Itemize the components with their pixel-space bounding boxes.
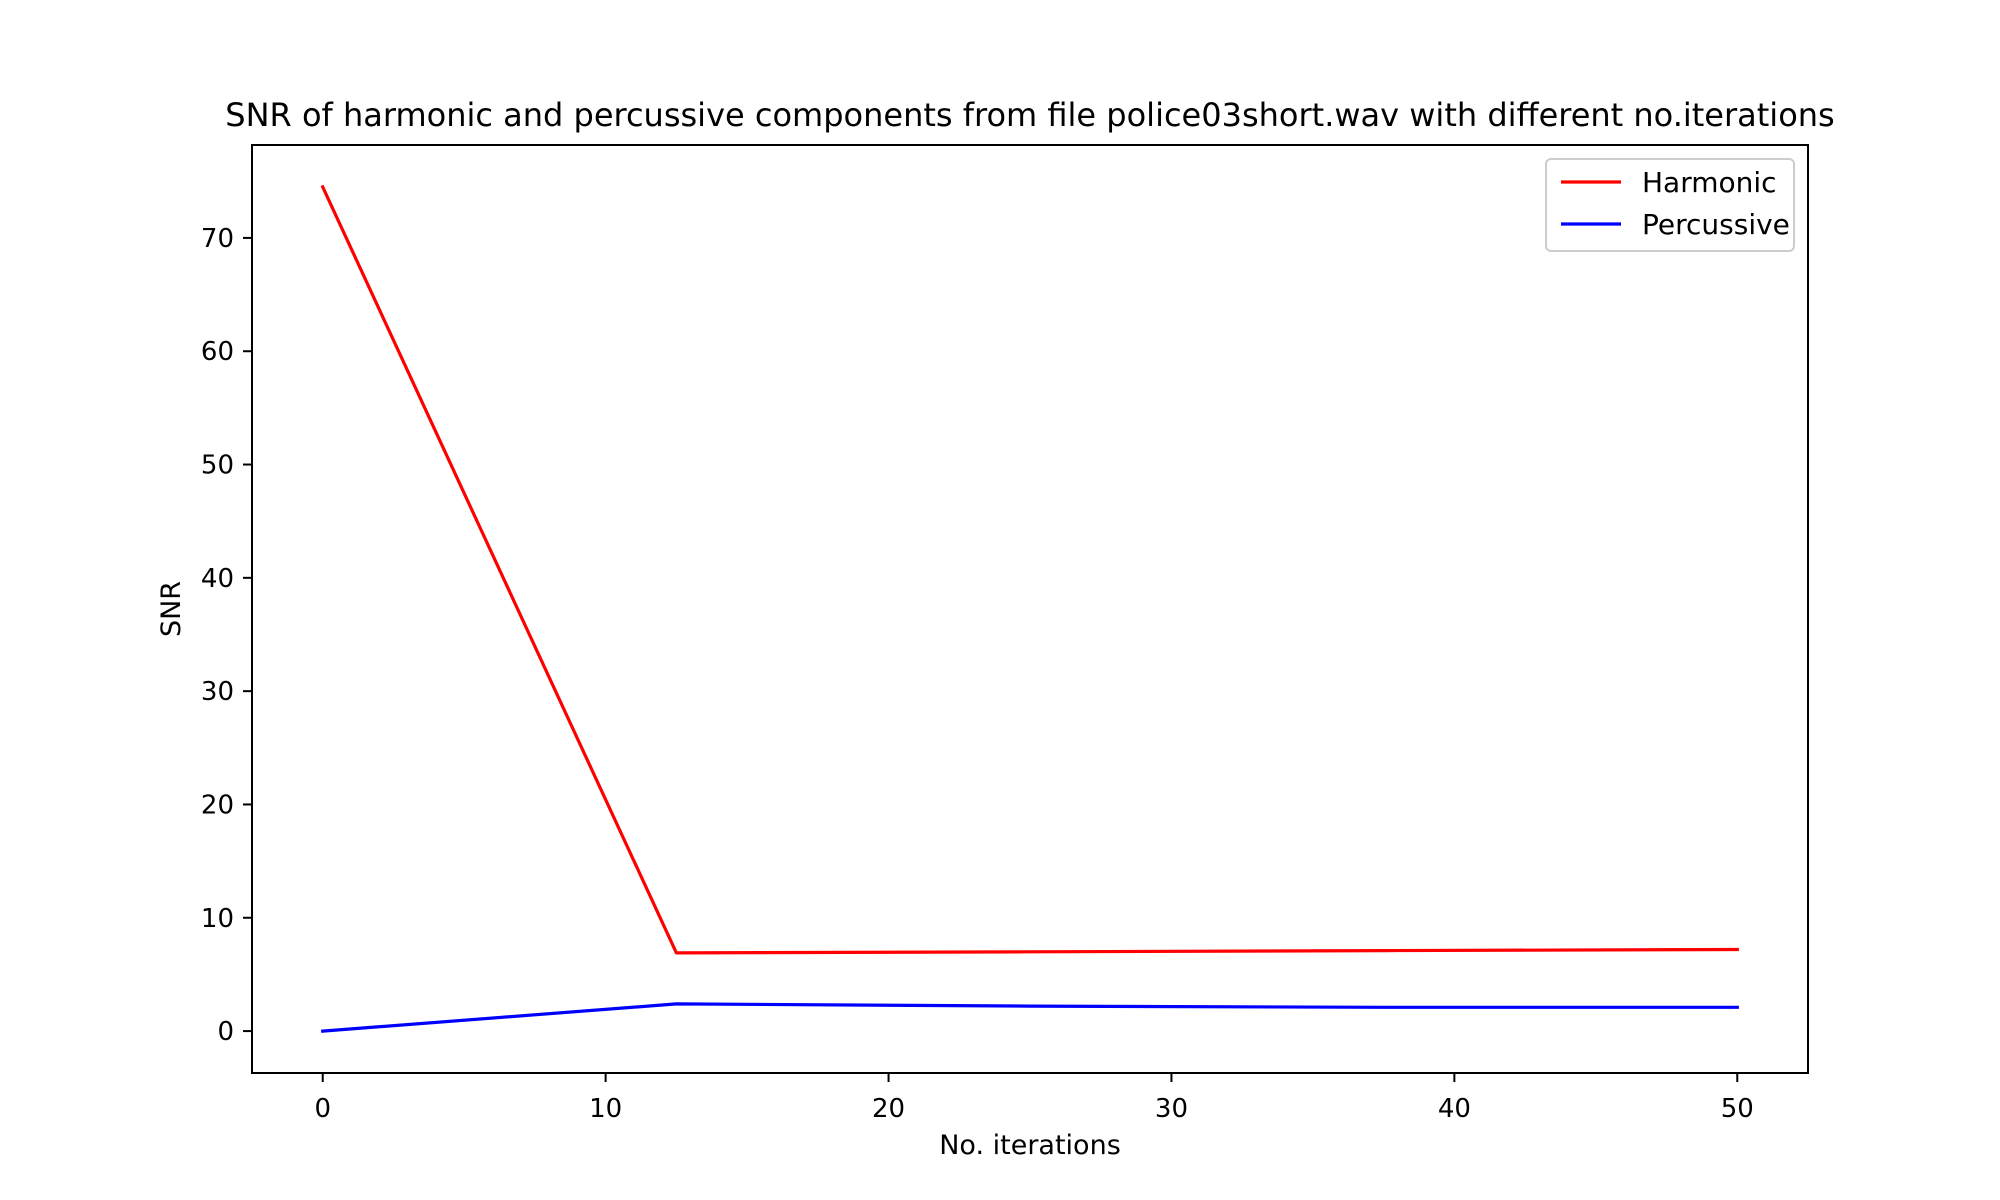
x-axis-label: No. iterations bbox=[939, 1130, 1121, 1161]
series-lines bbox=[320, 184, 1739, 1033]
legend-label-percussive: Percussive bbox=[1642, 208, 1790, 241]
y-axis: 0 10 20 30 40 50 60 70 bbox=[201, 224, 252, 1047]
y-tick-label: 20 bbox=[201, 790, 234, 820]
y-tick-label: 40 bbox=[201, 564, 234, 594]
x-tick-label: 20 bbox=[872, 1094, 905, 1124]
x-tick-label: 10 bbox=[589, 1094, 622, 1124]
y-axis-label: SNR bbox=[156, 581, 187, 637]
legend-label-harmonic: Harmonic bbox=[1642, 166, 1777, 199]
chart-title: SNR of harmonic and percussive component… bbox=[225, 96, 1834, 134]
series-line-harmonic bbox=[320, 184, 1739, 955]
y-tick-label: 60 bbox=[201, 337, 234, 367]
x-tick-label: 30 bbox=[1155, 1094, 1188, 1124]
x-tick-label: 0 bbox=[314, 1094, 331, 1124]
x-tick-label: 40 bbox=[1438, 1094, 1471, 1124]
y-tick-label: 70 bbox=[201, 224, 234, 254]
plot-area bbox=[251, 144, 1809, 1074]
legend-entries: Harmonic Percussive bbox=[1561, 166, 1790, 241]
series-line-percussive bbox=[320, 1002, 1739, 1033]
plot-frame bbox=[251, 144, 1809, 1074]
legend: Harmonic Percussive bbox=[1545, 158, 1795, 252]
y-tick-label: 0 bbox=[217, 1017, 234, 1047]
y-tick-label: 50 bbox=[201, 451, 234, 481]
x-axis: 0 10 20 30 40 50 bbox=[314, 1073, 1754, 1124]
y-tick-label: 30 bbox=[201, 677, 234, 707]
y-tick-label: 10 bbox=[201, 904, 234, 934]
x-tick-label: 50 bbox=[1721, 1094, 1754, 1124]
